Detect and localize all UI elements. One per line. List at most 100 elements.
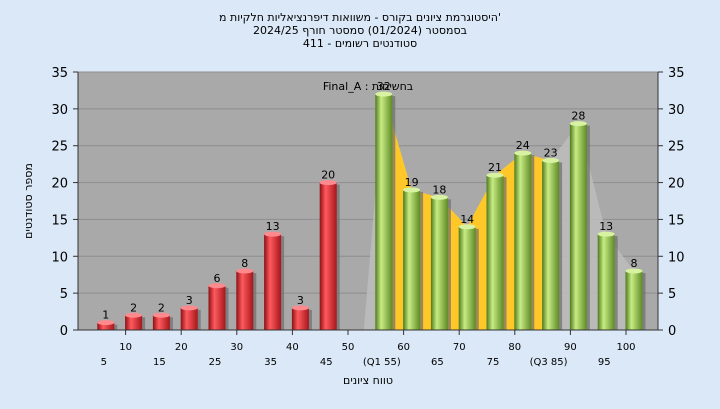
bar-cap [597,231,615,237]
bar-40: 3 [291,294,312,330]
bar-value-label: 1 [102,309,109,322]
bar-body [486,175,504,330]
bar-cap [291,305,309,311]
bar-cap [125,312,143,318]
bar-body [236,271,254,330]
bar-cap [264,231,282,237]
bar-30: 8 [236,257,257,330]
bar-5: 1 [97,309,118,330]
y-tick-label-left-0: 0 [60,324,68,339]
bar-80: 24 [514,139,535,330]
bar-cap [569,121,587,127]
title-line-1: בסמסטר (01/2024) סמסטר חורף 2024/25 [253,24,467,37]
y-tick-label-left-1: 5 [60,287,68,302]
bar-body [208,285,226,330]
bar-value-label: 2 [158,301,165,314]
bar-cap [458,224,476,230]
bar-body [375,94,393,330]
bar-cap [208,283,226,289]
y-tick-label-right-3: 15 [668,213,685,228]
bar-cap [375,91,393,97]
y-tick-label-right-4: 20 [668,177,685,192]
x-axis-title: טווח ציונים [343,374,393,387]
bar-body [403,189,421,330]
bar-body [97,322,115,330]
bar-value-label: 24 [516,139,530,152]
y-tick-label-right-0: 0 [668,324,676,339]
bar-45: 20 [319,169,340,330]
bar-75: 21 [486,161,507,330]
bar-cap [514,150,532,156]
bar-55: 32 [375,80,396,330]
y-tick-label-left-2: 10 [51,250,68,265]
x-tick-label-lower-1: 15 [153,357,166,368]
bar-value-label: 2 [130,301,137,314]
bar-value-label: 21 [488,161,502,174]
bar-value-label: 19 [405,176,419,189]
x-tick-label-lower-4: 45 [320,357,333,368]
x-tick-label-upper-1: 20 [175,342,188,353]
title-line-0: היסטוגרמת ציונים בקורס - משוואות דיפרנצי… [219,11,501,24]
y-tick-label-left-5: 25 [51,140,68,155]
bar-value-label: 14 [460,213,474,226]
title-line-2: 411 - סטודנטים רשומים [303,37,417,50]
bar-100: 8 [625,257,646,330]
y-tick-label-right-6: 30 [668,103,685,118]
bar-value-label: 8 [241,257,248,270]
y-axis-title: מספר סטודנטים [22,163,35,239]
bar-value-label: 8 [631,257,638,270]
y-tick-label-left-6: 30 [51,103,68,118]
bar-value-label: 23 [544,146,558,159]
bar-body [625,271,643,330]
bar-value-label: 28 [571,110,585,123]
bar-cap [403,187,421,193]
bar-value-label: 32 [377,80,391,93]
bar-85: 23 [542,146,563,330]
x-tick-label-lower-9: 95 [598,357,611,368]
x-tick-label-lower-7: 75 [487,357,500,368]
bar-20: 3 [180,294,201,330]
chart-title: היסטוגרמת ציונים בקורס - משוואות דיפרנצי… [219,11,501,50]
bar-body [597,234,615,330]
bar-cap [97,320,115,326]
x-tick-label-upper-8: 90 [564,342,577,353]
bar-10: 2 [125,301,146,330]
bar-cap [625,268,643,274]
bar-body [430,197,448,330]
y-tick-label-left-7: 35 [51,66,68,81]
bar-value-label: 3 [297,294,304,307]
bar-35: 13 [264,220,285,330]
x-tick-label-upper-0: 10 [119,342,132,353]
bar-cap [542,157,560,163]
bar-value-label: 13 [266,220,280,233]
x-tick-label-lower-8: (Q3 85) [530,357,568,368]
x-tick-label-lower-6: 65 [431,357,444,368]
series-annotation: Final_A : בחשיחות [323,80,413,93]
bar-body [152,315,170,330]
bar-value-label: 18 [432,183,446,196]
bar-value-label: 6 [214,272,221,285]
x-tick-label-upper-9: 100 [616,342,635,353]
bar-value-label: 3 [186,294,193,307]
bar-body [542,160,560,330]
x-tick-label-upper-5: 60 [397,342,410,353]
bar-value-label: 13 [599,220,613,233]
y-tick-label-right-7: 35 [668,66,685,81]
x-tick-label-lower-3: 35 [264,357,277,368]
x-tick-label-lower-5: (Q1 55) [363,357,401,368]
x-tick-label-lower-2: 25 [209,357,222,368]
bar-cap [180,305,198,311]
bar-60: 19 [403,176,424,330]
bar-cap [486,172,504,178]
x-tick-label-lower-0: 5 [101,357,107,368]
bar-cap [430,194,448,200]
bar-65: 18 [430,183,451,330]
bar-body [319,182,337,330]
bar-95: 13 [597,220,618,330]
y-tick-label-right-1: 5 [668,287,676,302]
x-tick-label-upper-4: 50 [342,342,355,353]
